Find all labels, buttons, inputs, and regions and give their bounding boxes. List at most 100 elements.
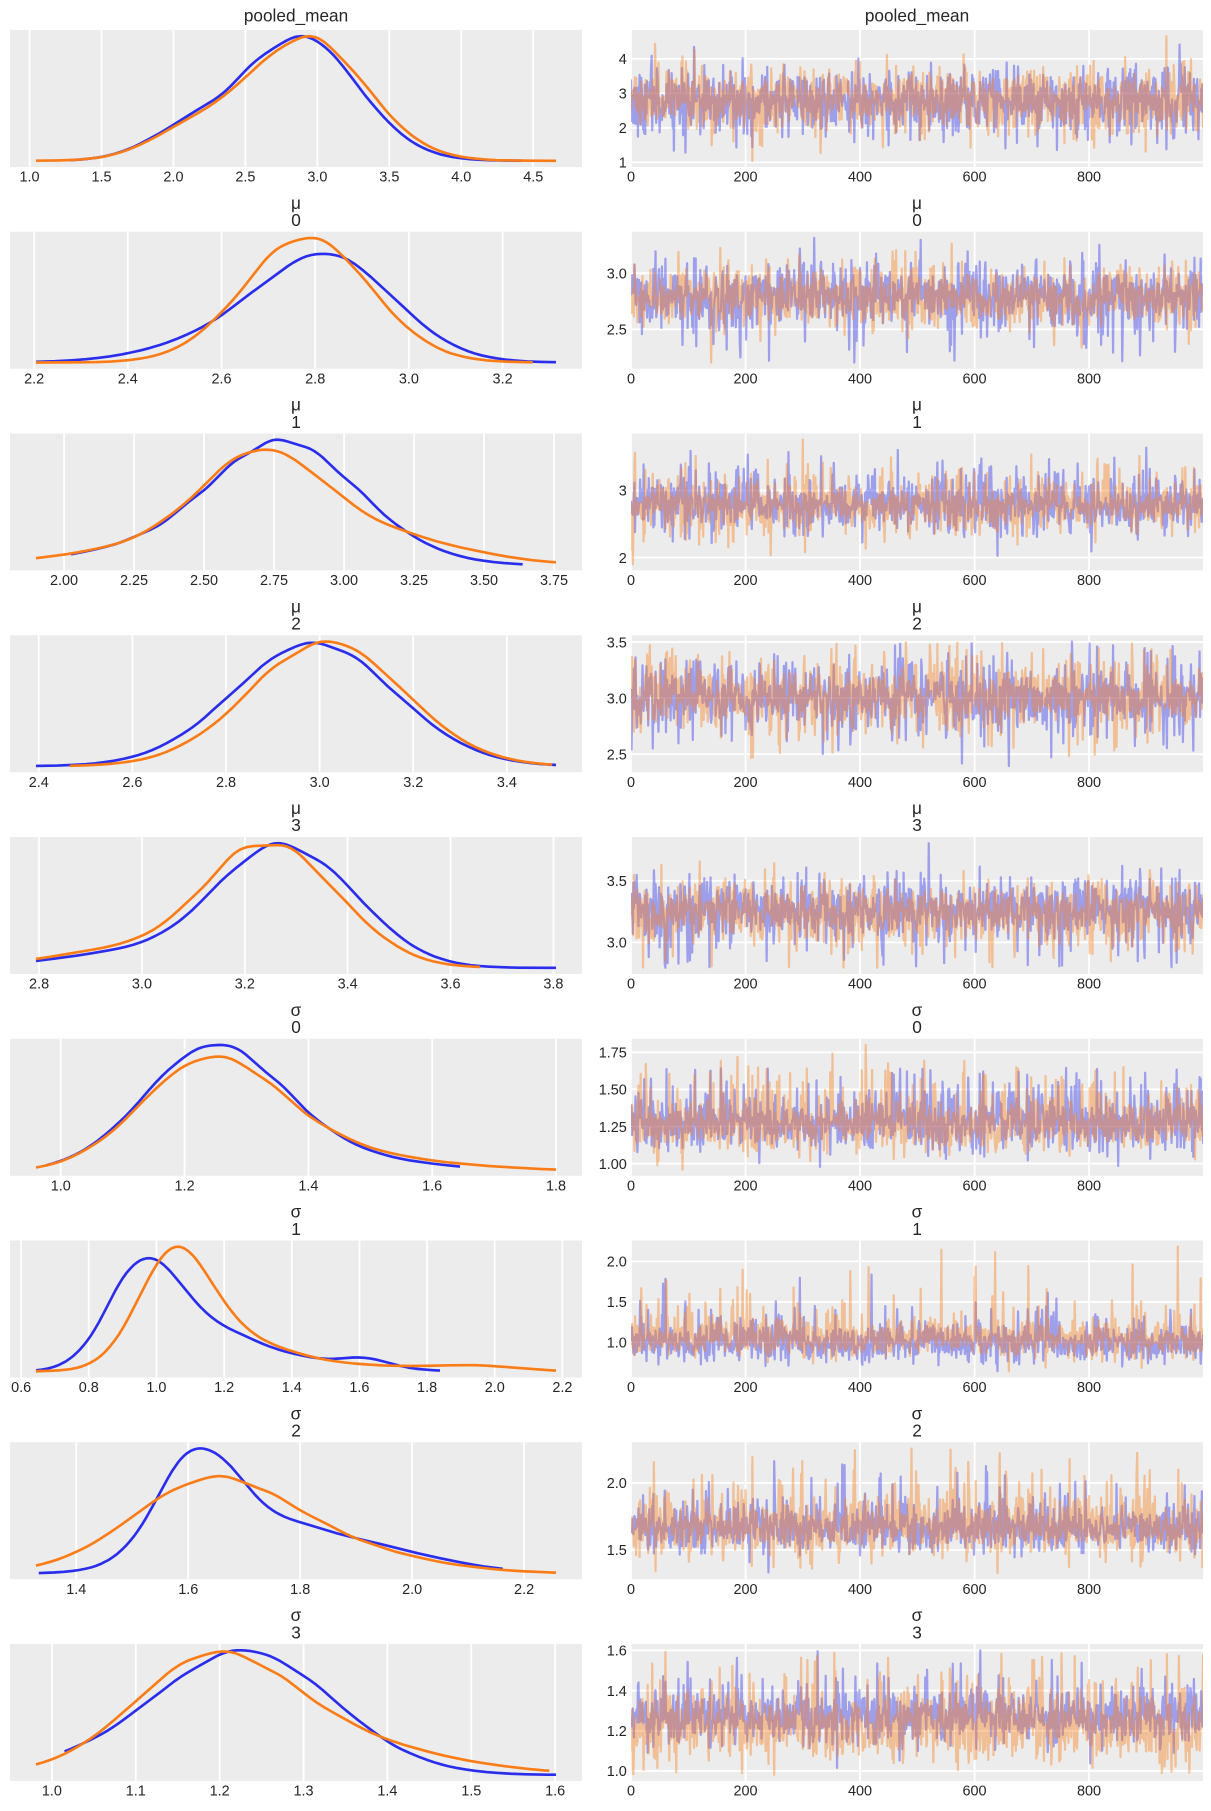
svg-text:3: 3 bbox=[619, 484, 627, 500]
svg-text:4: 4 bbox=[619, 52, 627, 68]
svg-text:2.25: 2.25 bbox=[120, 573, 148, 589]
svg-text:3.4: 3.4 bbox=[338, 977, 358, 993]
svg-text:0: 0 bbox=[627, 1380, 635, 1396]
svg-text:800: 800 bbox=[1077, 977, 1101, 993]
svg-text:600: 600 bbox=[962, 1380, 986, 1396]
svg-text:1.6: 1.6 bbox=[607, 1644, 627, 1660]
svg-text:1.4: 1.4 bbox=[298, 1178, 318, 1194]
svg-text:3.0: 3.0 bbox=[607, 266, 627, 282]
svg-text:200: 200 bbox=[733, 170, 757, 186]
svg-text:3.00: 3.00 bbox=[330, 573, 358, 589]
svg-text:μ: μ bbox=[291, 798, 301, 818]
svg-text:pooled_mean: pooled_mean bbox=[865, 5, 969, 25]
svg-text:1.3: 1.3 bbox=[294, 1784, 314, 1800]
svg-text:400: 400 bbox=[848, 1784, 872, 1800]
svg-text:3.25: 3.25 bbox=[400, 573, 428, 589]
svg-text:800: 800 bbox=[1077, 1582, 1101, 1598]
svg-text:1.5: 1.5 bbox=[607, 1295, 627, 1311]
svg-text:3.50: 3.50 bbox=[470, 573, 498, 589]
svg-text:2.50: 2.50 bbox=[190, 573, 218, 589]
svg-text:3.2: 3.2 bbox=[403, 775, 423, 791]
svg-text:3.6: 3.6 bbox=[441, 977, 461, 993]
svg-text:3.0: 3.0 bbox=[607, 691, 627, 707]
svg-text:1: 1 bbox=[912, 1219, 922, 1239]
svg-text:1.4: 1.4 bbox=[282, 1380, 302, 1396]
svg-text:1.8: 1.8 bbox=[417, 1380, 437, 1396]
svg-text:200: 200 bbox=[733, 977, 757, 993]
svg-text:0: 0 bbox=[912, 1017, 922, 1037]
svg-text:3.5: 3.5 bbox=[379, 170, 399, 186]
svg-text:1.4: 1.4 bbox=[66, 1582, 86, 1598]
svg-text:2.8: 2.8 bbox=[305, 371, 325, 387]
svg-text:200: 200 bbox=[733, 573, 757, 589]
svg-text:2.5: 2.5 bbox=[235, 170, 255, 186]
svg-text:2.0: 2.0 bbox=[402, 1582, 422, 1598]
svg-text:4.0: 4.0 bbox=[451, 170, 471, 186]
svg-text:600: 600 bbox=[962, 977, 986, 993]
svg-text:1.6: 1.6 bbox=[545, 1784, 565, 1800]
svg-text:1: 1 bbox=[291, 412, 301, 432]
svg-text:2.75: 2.75 bbox=[260, 573, 288, 589]
svg-text:200: 200 bbox=[733, 1784, 757, 1800]
svg-text:2.0: 2.0 bbox=[607, 1255, 627, 1271]
svg-text:3.5: 3.5 bbox=[607, 874, 627, 890]
svg-text:pooled_mean: pooled_mean bbox=[244, 5, 348, 25]
svg-text:0: 0 bbox=[627, 1582, 635, 1598]
svg-text:σ: σ bbox=[912, 1000, 923, 1020]
svg-text:400: 400 bbox=[848, 1178, 872, 1194]
svg-text:800: 800 bbox=[1077, 573, 1101, 589]
svg-text:800: 800 bbox=[1077, 1784, 1101, 1800]
svg-text:1.0: 1.0 bbox=[51, 1178, 71, 1194]
svg-text:3.4: 3.4 bbox=[497, 775, 517, 791]
svg-text:1.25: 1.25 bbox=[599, 1120, 627, 1136]
svg-text:1.0: 1.0 bbox=[146, 1380, 166, 1396]
svg-text:1.0: 1.0 bbox=[607, 1764, 627, 1780]
svg-text:0.6: 0.6 bbox=[11, 1380, 31, 1396]
svg-text:0: 0 bbox=[291, 1017, 301, 1037]
svg-text:1.2: 1.2 bbox=[214, 1380, 234, 1396]
svg-text:1.5: 1.5 bbox=[607, 1543, 627, 1559]
svg-text:1.6: 1.6 bbox=[349, 1380, 369, 1396]
svg-text:200: 200 bbox=[733, 1582, 757, 1598]
svg-text:2.0: 2.0 bbox=[607, 1476, 627, 1492]
svg-text:2.00: 2.00 bbox=[50, 573, 78, 589]
svg-text:2: 2 bbox=[912, 613, 922, 633]
svg-text:σ: σ bbox=[912, 1605, 923, 1625]
svg-text:2.4: 2.4 bbox=[118, 371, 138, 387]
svg-text:600: 600 bbox=[962, 170, 986, 186]
svg-text:2.2: 2.2 bbox=[552, 1380, 572, 1396]
svg-text:400: 400 bbox=[848, 170, 872, 186]
svg-text:1.6: 1.6 bbox=[422, 1178, 442, 1194]
svg-text:1.2: 1.2 bbox=[607, 1724, 627, 1740]
svg-text:800: 800 bbox=[1077, 775, 1101, 791]
svg-text:2.5: 2.5 bbox=[607, 747, 627, 763]
svg-text:800: 800 bbox=[1077, 1380, 1101, 1396]
svg-text:σ: σ bbox=[291, 1202, 302, 1222]
svg-text:3.2: 3.2 bbox=[493, 371, 513, 387]
svg-text:3.0: 3.0 bbox=[307, 170, 327, 186]
svg-text:1.6: 1.6 bbox=[178, 1582, 198, 1598]
svg-text:600: 600 bbox=[962, 1784, 986, 1800]
svg-text:400: 400 bbox=[848, 977, 872, 993]
svg-text:0: 0 bbox=[627, 1178, 635, 1194]
svg-text:3: 3 bbox=[912, 1622, 922, 1642]
svg-text:3.0: 3.0 bbox=[607, 936, 627, 952]
svg-text:2.2: 2.2 bbox=[514, 1582, 534, 1598]
svg-text:μ: μ bbox=[912, 596, 922, 616]
svg-text:2.5: 2.5 bbox=[607, 323, 627, 339]
svg-text:3.0: 3.0 bbox=[132, 977, 152, 993]
svg-text:σ: σ bbox=[291, 1605, 302, 1625]
svg-text:σ: σ bbox=[291, 1403, 302, 1423]
svg-text:2: 2 bbox=[619, 121, 627, 137]
svg-text:600: 600 bbox=[962, 775, 986, 791]
svg-text:2.6: 2.6 bbox=[211, 371, 231, 387]
svg-text:σ: σ bbox=[291, 1000, 302, 1020]
svg-text:3.2: 3.2 bbox=[235, 977, 255, 993]
svg-text:σ: σ bbox=[912, 1202, 923, 1222]
svg-text:2.6: 2.6 bbox=[122, 775, 142, 791]
svg-text:4.5: 4.5 bbox=[523, 170, 543, 186]
svg-text:1: 1 bbox=[619, 156, 627, 172]
svg-text:μ: μ bbox=[291, 596, 301, 616]
svg-text:400: 400 bbox=[848, 1582, 872, 1598]
svg-text:0: 0 bbox=[627, 573, 635, 589]
